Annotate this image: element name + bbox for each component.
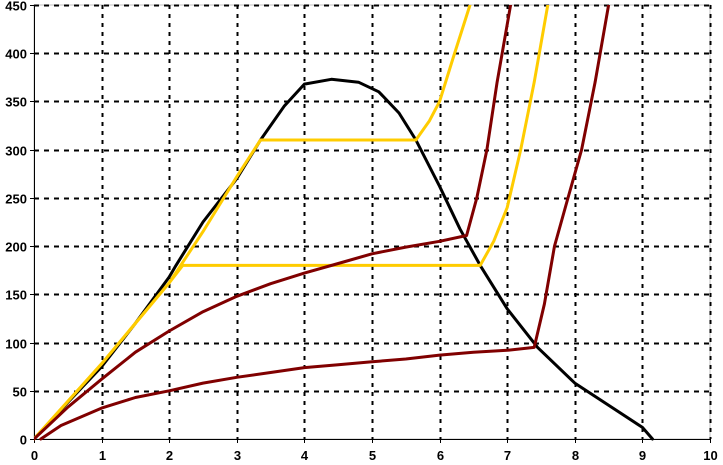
x-tick-label: 0 bbox=[31, 448, 38, 463]
x-tick-label: 7 bbox=[504, 448, 511, 463]
y-tick-label: 50 bbox=[13, 385, 27, 400]
y-tick-label: 150 bbox=[5, 288, 27, 303]
x-tick-label: 5 bbox=[369, 448, 376, 463]
y-tick-label: 350 bbox=[5, 95, 27, 110]
y-tick-label: 200 bbox=[5, 240, 27, 255]
x-tick-label: 10 bbox=[703, 448, 717, 463]
y-tick-label: 0 bbox=[20, 433, 27, 448]
y-tick-label: 450 bbox=[5, 0, 27, 14]
series-maroon-line-upper bbox=[34, 5, 513, 441]
x-tick-label: 3 bbox=[234, 448, 241, 463]
x-tick-label: 8 bbox=[572, 448, 579, 463]
x-tick-label: 2 bbox=[166, 448, 173, 463]
y-tick-label: 250 bbox=[5, 192, 27, 207]
x-tick-label: 6 bbox=[437, 448, 444, 463]
x-axis-tick-labels: 0 1 2 3 4 5 6 7 8 9 10 bbox=[31, 448, 718, 463]
series-yellow-line-high bbox=[34, 5, 472, 441]
y-tick-label: 400 bbox=[5, 47, 27, 62]
x-tick-label: 4 bbox=[301, 448, 309, 463]
y-tick-label: 300 bbox=[5, 144, 27, 159]
series-lines bbox=[34, 5, 654, 441]
series-saturation-dome bbox=[34, 77, 654, 441]
x-tick-label: 1 bbox=[99, 448, 106, 463]
y-tick-label: 100 bbox=[5, 337, 27, 352]
x-tick-label: 9 bbox=[639, 448, 646, 463]
y-axis-tick-labels: 0 50 100 150 200 250 300 350 400 450 bbox=[5, 0, 27, 448]
axes bbox=[30, 5, 711, 443]
series-maroon-line-lower bbox=[39, 5, 611, 441]
